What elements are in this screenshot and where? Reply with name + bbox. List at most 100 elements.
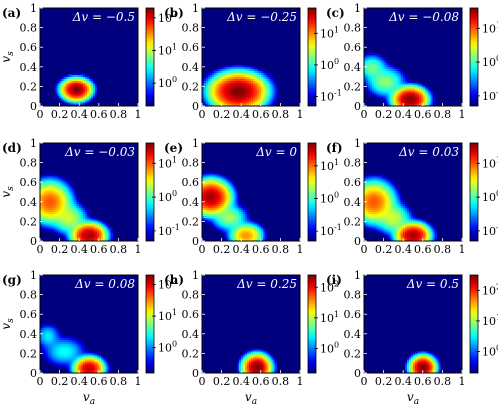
- heatmap-cell: [108, 231, 111, 234]
- heatmap-cell: [231, 215, 234, 218]
- heatmap-cell: [432, 237, 435, 240]
- heatmap-cell: [256, 94, 260, 97]
- heatmap-cell: [207, 76, 211, 79]
- x-tick-label: 1: [135, 375, 142, 388]
- heatmap-cell: [252, 225, 256, 228]
- heatmap-cell: [87, 225, 90, 228]
- heatmap-cell: [69, 357, 72, 360]
- heatmap-cell: [409, 233, 412, 236]
- heatmap-cell: [401, 100, 404, 103]
- heatmap-cell: [237, 365, 240, 368]
- heatmap-cell: [92, 90, 96, 93]
- heatmap-cell: [252, 74, 256, 77]
- x-tick-label: 1: [459, 108, 466, 121]
- heatmap-cell: [217, 96, 220, 99]
- heatmap-cell: [424, 225, 428, 228]
- heatmap-cell: [219, 219, 222, 222]
- heatmap-cell: [371, 188, 375, 191]
- x-tick-label: 0.2: [51, 108, 69, 121]
- heatmap-cell: [209, 92, 213, 95]
- heatmap-cell: [55, 327, 58, 331]
- heatmap-cell: [77, 104, 80, 107]
- heatmap-cell: [249, 215, 252, 218]
- heatmap-cell: [49, 211, 53, 214]
- heatmap-cell: [369, 186, 373, 189]
- heatmap-cell: [83, 100, 86, 103]
- heatmap-cell: [235, 80, 238, 83]
- heatmap-cell: [67, 347, 70, 350]
- heatmap-cell: [375, 55, 379, 58]
- heatmap-cell: [377, 209, 380, 212]
- heatmap-cell: [235, 199, 238, 203]
- heatmap-cell: [245, 84, 248, 87]
- heatmap-cell: [375, 209, 379, 212]
- heatmap-cell: [53, 343, 56, 346]
- heatmap-cell: [254, 353, 258, 356]
- heatmap-cell: [393, 231, 396, 234]
- heatmap-cell: [77, 100, 80, 103]
- heatmap-cell: [77, 197, 80, 201]
- heatmap-cell: [260, 225, 264, 228]
- heatmap-cell: [241, 100, 244, 103]
- heatmap-cell: [383, 180, 386, 183]
- heatmap-cell: [389, 188, 392, 191]
- heatmap-cell: [85, 361, 88, 364]
- heatmap-cell: [215, 205, 218, 208]
- heatmap-cell: [43, 329, 47, 333]
- heatmap-cell: [209, 217, 213, 220]
- heatmap-cell: [237, 92, 240, 95]
- heatmap-cell: [245, 96, 248, 99]
- heatmap-cell: [235, 239, 238, 242]
- heatmap-cell: [389, 211, 392, 214]
- x-tick-label: 0.8: [272, 375, 290, 388]
- heatmap-cell: [375, 197, 379, 201]
- heatmap-cell: [90, 359, 94, 362]
- heatmap-cell: [377, 66, 380, 70]
- heatmap-cell: [81, 371, 84, 374]
- heatmap-cell: [69, 351, 72, 354]
- heatmap-cell: [225, 215, 228, 218]
- heatmap-cell: [77, 357, 80, 360]
- heatmap-cell: [75, 88, 78, 91]
- heatmap-cell: [239, 104, 242, 107]
- heatmap-cell: [239, 217, 242, 220]
- heatmap-cell: [266, 96, 269, 99]
- heatmap-cell: [83, 361, 86, 364]
- heatmap-cell: [249, 239, 252, 242]
- heatmap-cell: [387, 229, 390, 232]
- heatmap-cell: [71, 100, 74, 103]
- y-tick-label: 0.4: [344, 61, 362, 74]
- heatmap-cell: [79, 349, 82, 352]
- heatmap-cell: [241, 205, 244, 208]
- heatmap-cell: [414, 94, 418, 97]
- heatmap-cell: [63, 343, 66, 346]
- heatmap-cell: [227, 74, 230, 77]
- heatmap-cell: [71, 339, 74, 342]
- heatmap-cell: [89, 225, 92, 228]
- heatmap-cell: [71, 90, 74, 93]
- heatmap-cell: [233, 205, 236, 208]
- heatmap-cell: [87, 351, 90, 354]
- heatmap-cell: [393, 225, 396, 228]
- heatmap-cell: [79, 201, 82, 205]
- heatmap-cell: [411, 92, 414, 95]
- heatmap-cell: [45, 192, 49, 195]
- heatmap-cell: [87, 80, 90, 83]
- heatmap-cell: [377, 86, 380, 89]
- x-tick-label: 1: [297, 108, 304, 121]
- y-axis-label: vs: [0, 51, 16, 63]
- heatmap-cell: [251, 68, 254, 72]
- heatmap-cell: [365, 199, 369, 203]
- heatmap-cell: [71, 217, 74, 220]
- heatmap-cell: [215, 76, 218, 79]
- heatmap-cell: [205, 74, 209, 77]
- heatmap-cell: [365, 72, 369, 75]
- heatmap-cell: [57, 337, 60, 340]
- heatmap-cell: [383, 217, 386, 220]
- heatmap-cell: [364, 84, 367, 87]
- heatmap-cell: [251, 223, 254, 226]
- heatmap-cell: [55, 333, 58, 337]
- heatmap-cell: [373, 178, 377, 181]
- heatmap-cell: [59, 227, 62, 230]
- heatmap-cell: [262, 96, 266, 99]
